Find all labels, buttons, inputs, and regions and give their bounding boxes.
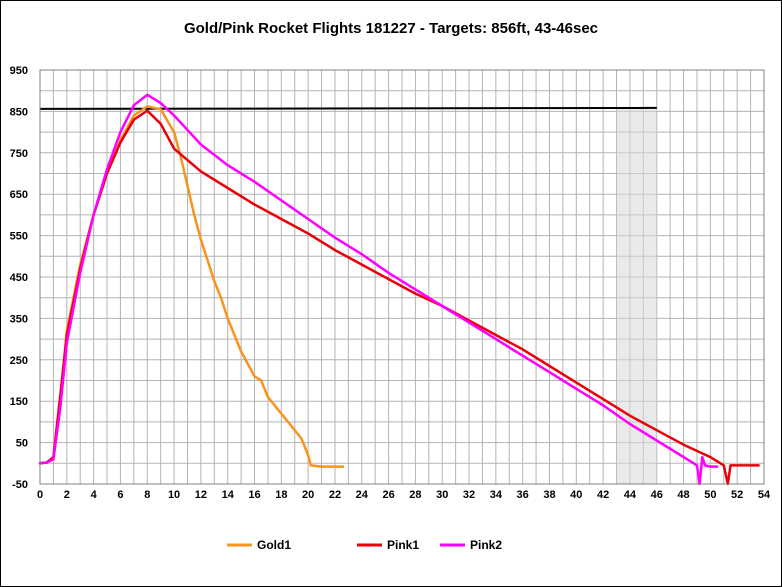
y-tick-label: 50: [16, 438, 28, 450]
x-tick-label: 52: [731, 489, 743, 501]
chart-title: Gold/Pink Rocket Flights 181227 - Target…: [183, 20, 599, 37]
x-tick-label: 42: [597, 489, 609, 501]
plot-border: [39, 69, 765, 485]
x-tick-label: 8: [144, 489, 150, 501]
x-tick-label: 28: [409, 489, 421, 501]
x-tick-label: 30: [436, 489, 448, 501]
y-tick-label: 350: [10, 313, 28, 325]
series-lines: [38, 93, 760, 486]
x-tick-label: 20: [302, 489, 314, 501]
x-tick-label: 50: [704, 489, 716, 501]
x-tick-label: 32: [463, 489, 475, 501]
x-tick-label: 4: [91, 489, 98, 501]
axes: 0 2 4 6 8 10 12 14 16 18 20 22 24 26 28 30 32 34 36 38 40 42 4…: [10, 65, 771, 501]
x-tick-label: 18: [275, 489, 287, 501]
y-tick-label: 750: [10, 148, 28, 160]
x-tick-label: 34: [490, 489, 503, 501]
x-tick-label: 36: [517, 489, 529, 501]
x-tick-label: 48: [677, 489, 689, 501]
x-tick-label: 2: [64, 489, 70, 501]
x-tick-label: 12: [195, 489, 207, 501]
x-tick-label: 54: [758, 489, 771, 501]
x-tick-label: 40: [570, 489, 582, 501]
y-tick-label: 850: [10, 106, 28, 118]
x-tick-label: 14: [222, 489, 235, 501]
y-tick-label: 450: [10, 272, 28, 284]
y-tick-label: -50: [12, 479, 28, 491]
series-line-pink2: [38, 93, 719, 486]
legend-label-pink2: Pink2: [470, 538, 502, 552]
legend-label-gold1: Gold1: [257, 538, 291, 552]
legend: Gold1 Pink1 Pink2: [227, 538, 502, 552]
x-tick-label: 16: [248, 489, 260, 501]
y-tick-label: 550: [10, 231, 28, 243]
target-time-window: [616, 108, 657, 484]
x-tick-label: 10: [168, 489, 180, 501]
x-tick-label: 46: [651, 489, 663, 501]
y-tick-label: 950: [10, 65, 28, 77]
x-tick-label: 26: [382, 489, 394, 501]
x-tick-label: 38: [543, 489, 555, 501]
x-tick-label: 24: [356, 489, 369, 501]
x-tick-label: 0: [37, 489, 43, 501]
legend-label-pink1: Pink1: [387, 538, 419, 552]
x-tick-label: 6: [117, 489, 123, 501]
y-tick-label: 650: [10, 189, 28, 201]
x-tick-label: 22: [329, 489, 341, 501]
x-tick-label: 44: [624, 489, 637, 501]
y-tick-label: 250: [10, 355, 28, 367]
y-tick-label: 150: [10, 396, 28, 408]
